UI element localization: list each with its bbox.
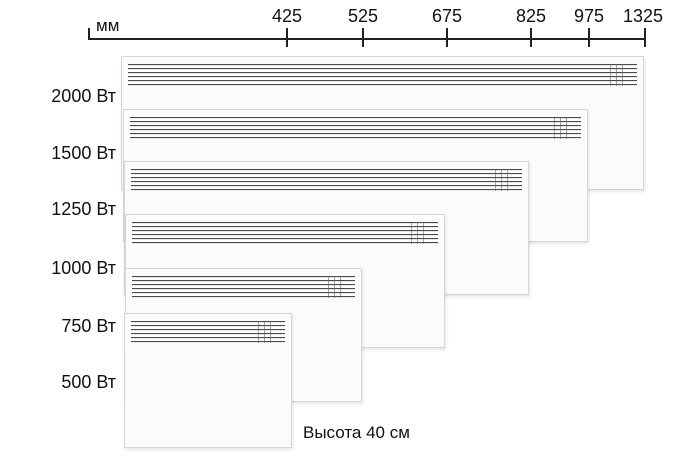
heater-grille xyxy=(130,117,581,139)
heater-grille xyxy=(128,64,637,86)
power-label-750w: 750 Вт xyxy=(61,316,116,336)
ruler-tick-label-675: 675 xyxy=(431,6,463,26)
ruler-tick-label-1325: 1325 xyxy=(622,6,664,26)
ruler-tick-label-425: 425 xyxy=(271,6,303,26)
ruler-tick-975 xyxy=(588,28,590,47)
ruler-tick-label-525: 525 xyxy=(347,6,379,26)
heater-grille xyxy=(131,169,522,191)
heater-panel-500w xyxy=(124,313,292,448)
ruler-tick-425 xyxy=(286,28,288,47)
ruler-tick-825 xyxy=(530,28,532,47)
power-label-500w: 500 Вт xyxy=(61,372,116,392)
power-label-1500w: 1500 Вт xyxy=(51,143,116,163)
power-label-1000w: 1000 Вт xyxy=(51,258,116,278)
ruler-start-tick xyxy=(88,28,90,39)
heater-grille xyxy=(132,276,355,298)
ruler-unit-label: мм xyxy=(96,16,120,35)
dimension-ruler xyxy=(88,38,646,40)
power-label-1250w: 1250 Вт xyxy=(51,199,116,219)
ruler-tick-675 xyxy=(446,28,448,47)
ruler-tick-1325 xyxy=(644,28,646,47)
height-note: Высота 40 см xyxy=(303,423,410,442)
heater-grille xyxy=(131,321,285,343)
ruler-tick-label-825: 825 xyxy=(515,6,547,26)
power-label-2000w: 2000 Вт xyxy=(51,86,116,106)
ruler-tick-525 xyxy=(362,28,364,47)
heater-grille xyxy=(132,222,438,244)
ruler-tick-label-975: 975 xyxy=(573,6,605,26)
